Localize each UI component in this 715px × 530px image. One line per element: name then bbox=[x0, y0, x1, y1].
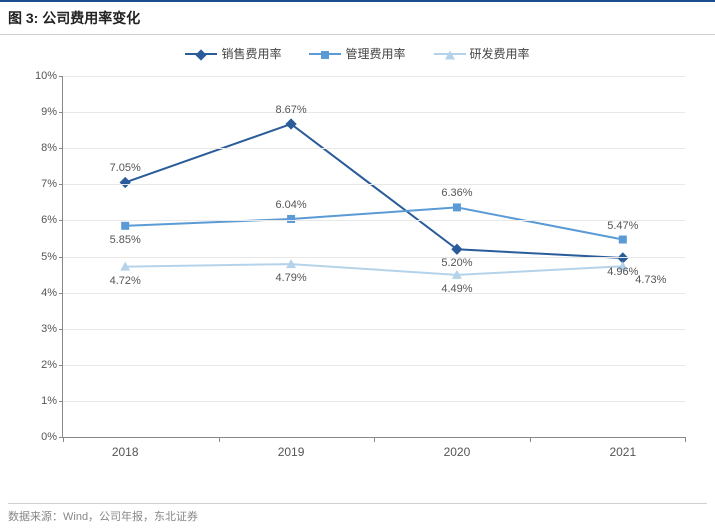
legend-item: 研发费用率 bbox=[434, 45, 530, 62]
chart-area: 0%1%2%3%4%5%6%7%8%9%10%20182019202020217… bbox=[62, 76, 685, 466]
data-point-label: 8.67% bbox=[275, 104, 306, 116]
y-axis-label: 9% bbox=[23, 106, 57, 118]
y-axis-label: 7% bbox=[23, 178, 57, 190]
legend-item: 销售费用率 bbox=[185, 45, 281, 62]
data-point-label: 6.04% bbox=[275, 199, 306, 211]
y-axis-label: 5% bbox=[23, 251, 57, 263]
data-point-label: 5.85% bbox=[110, 234, 141, 246]
chart-source: 数据来源：Wind，公司年报，东北证券 bbox=[8, 503, 707, 524]
data-point-label: 4.49% bbox=[441, 283, 472, 295]
y-axis-label: 2% bbox=[23, 359, 57, 371]
data-point-label: 4.79% bbox=[275, 272, 306, 284]
y-axis-label: 10% bbox=[23, 70, 57, 82]
chart-header: 图 3: 公司费用率变化 bbox=[0, 0, 715, 35]
y-axis-label: 8% bbox=[23, 142, 57, 154]
chart-legend: 销售费用率 管理费用率 研发费用率 bbox=[0, 35, 715, 68]
y-axis-label: 3% bbox=[23, 323, 57, 335]
plot-region: 0%1%2%3%4%5%6%7%8%9%10%20182019202020217… bbox=[62, 76, 685, 438]
x-axis-label: 2021 bbox=[609, 445, 636, 459]
x-axis-label: 2018 bbox=[112, 445, 139, 459]
y-axis-label: 1% bbox=[23, 395, 57, 407]
y-axis-label: 6% bbox=[23, 214, 57, 226]
data-point-label: 5.47% bbox=[607, 220, 638, 232]
x-axis-label: 2020 bbox=[444, 445, 471, 459]
legend-item: 管理费用率 bbox=[309, 45, 405, 62]
chart-title: 图 3: 公司费用率变化 bbox=[8, 10, 140, 26]
data-point-label: 6.36% bbox=[441, 187, 472, 199]
y-axis-label: 4% bbox=[23, 287, 57, 299]
data-point-label: 4.72% bbox=[110, 275, 141, 287]
data-point-label: 7.05% bbox=[110, 162, 141, 174]
data-point-label: 4.96% bbox=[607, 266, 638, 278]
data-point-label: 4.73% bbox=[635, 274, 666, 286]
y-axis-label: 0% bbox=[23, 431, 57, 443]
x-axis-label: 2019 bbox=[278, 445, 305, 459]
data-point-label: 5.20% bbox=[441, 257, 472, 269]
